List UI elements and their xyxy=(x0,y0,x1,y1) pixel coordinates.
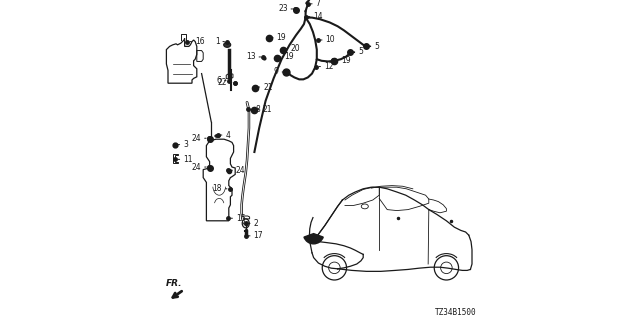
Text: 16: 16 xyxy=(195,37,205,46)
Ellipse shape xyxy=(224,42,231,47)
Text: 19: 19 xyxy=(341,56,351,65)
Text: 8: 8 xyxy=(255,105,260,114)
Text: 3: 3 xyxy=(183,140,188,149)
Text: 23: 23 xyxy=(278,4,288,13)
Text: 18: 18 xyxy=(212,184,222,193)
Text: 13: 13 xyxy=(246,52,256,61)
Text: 15: 15 xyxy=(236,214,246,223)
Text: 24: 24 xyxy=(191,134,201,143)
Text: 10: 10 xyxy=(326,36,335,44)
Text: 19: 19 xyxy=(276,33,286,42)
Text: 21: 21 xyxy=(263,83,273,92)
Text: 21: 21 xyxy=(262,105,271,114)
Text: 5: 5 xyxy=(374,42,379,51)
Text: 22: 22 xyxy=(218,78,227,87)
Text: 24: 24 xyxy=(236,166,246,175)
Text: 19: 19 xyxy=(285,52,294,61)
Text: 20: 20 xyxy=(291,44,301,53)
Text: 24: 24 xyxy=(191,163,201,172)
Wedge shape xyxy=(304,234,323,244)
Text: 11: 11 xyxy=(183,155,193,164)
Text: 1: 1 xyxy=(215,37,220,46)
Text: 9: 9 xyxy=(274,68,279,76)
Text: 4: 4 xyxy=(225,131,230,140)
Ellipse shape xyxy=(215,134,220,138)
Text: 7: 7 xyxy=(316,0,321,8)
Text: 12: 12 xyxy=(324,62,333,71)
Text: 14: 14 xyxy=(314,12,323,21)
Text: TZ34B1500: TZ34B1500 xyxy=(435,308,477,317)
Text: 5: 5 xyxy=(358,47,363,56)
Text: 17: 17 xyxy=(253,231,263,240)
Text: 2: 2 xyxy=(253,219,258,228)
Text: 6: 6 xyxy=(216,76,221,85)
Text: FR.: FR. xyxy=(166,279,182,288)
